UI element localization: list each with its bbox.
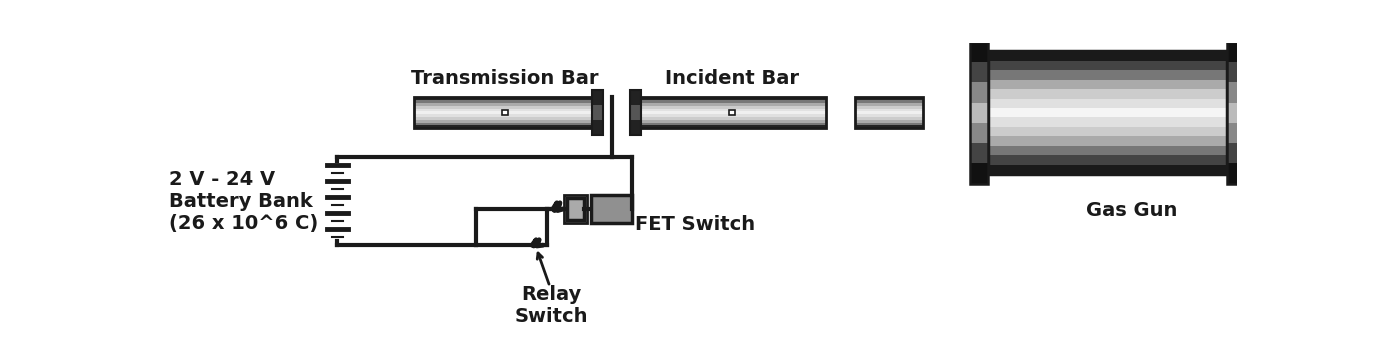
Bar bbox=[988, 108, 1226, 118]
Bar bbox=[638, 97, 827, 100]
Bar bbox=[566, 198, 584, 220]
Bar bbox=[970, 83, 988, 102]
Bar bbox=[988, 155, 1226, 165]
Bar bbox=[638, 97, 827, 128]
Text: Transmission Bar: Transmission Bar bbox=[411, 69, 598, 88]
Bar bbox=[988, 70, 1226, 80]
Text: Incident Bar: Incident Bar bbox=[666, 69, 799, 88]
Bar bbox=[638, 114, 827, 117]
Bar bbox=[854, 106, 923, 109]
Bar bbox=[854, 114, 923, 117]
Bar bbox=[591, 195, 631, 223]
Bar bbox=[638, 117, 827, 120]
Bar bbox=[854, 117, 923, 120]
Bar bbox=[988, 146, 1226, 155]
Bar bbox=[415, 125, 595, 128]
Bar bbox=[638, 109, 827, 111]
Bar bbox=[415, 103, 595, 106]
Text: 2 V - 24 V
Battery Bank
(26 x 10^6 C): 2 V - 24 V Battery Bank (26 x 10^6 C) bbox=[169, 170, 318, 233]
Bar bbox=[970, 123, 988, 143]
Bar bbox=[1226, 42, 1246, 184]
Bar bbox=[593, 90, 604, 135]
Text: FET Switch: FET Switch bbox=[635, 215, 755, 234]
Bar bbox=[591, 195, 631, 223]
Bar bbox=[638, 125, 827, 128]
Bar bbox=[566, 198, 584, 220]
Bar bbox=[638, 111, 827, 114]
Text: Relay
Switch: Relay Switch bbox=[515, 285, 588, 326]
Bar bbox=[1226, 123, 1246, 143]
Bar bbox=[593, 120, 604, 135]
Bar bbox=[638, 103, 827, 106]
Bar bbox=[593, 105, 604, 120]
Bar bbox=[970, 102, 988, 123]
Bar bbox=[854, 97, 923, 100]
Bar bbox=[638, 106, 827, 109]
Bar bbox=[1226, 42, 1246, 62]
Bar bbox=[415, 106, 595, 109]
Bar bbox=[630, 105, 641, 120]
Bar bbox=[415, 109, 595, 111]
Bar bbox=[415, 111, 595, 114]
Bar bbox=[988, 127, 1226, 136]
Bar bbox=[854, 103, 923, 106]
Bar bbox=[415, 114, 595, 117]
Bar bbox=[415, 117, 595, 120]
Bar bbox=[854, 123, 923, 125]
Bar bbox=[1226, 83, 1246, 102]
Bar bbox=[415, 100, 595, 103]
Bar bbox=[854, 109, 923, 111]
Bar bbox=[1226, 163, 1246, 184]
Bar bbox=[970, 42, 988, 62]
Bar bbox=[630, 120, 641, 135]
Bar bbox=[970, 163, 988, 184]
Bar bbox=[638, 123, 827, 125]
Bar bbox=[988, 89, 1226, 98]
Bar bbox=[638, 120, 827, 123]
Text: Gas Gun: Gas Gun bbox=[1086, 201, 1177, 220]
Bar bbox=[854, 97, 923, 128]
Bar bbox=[854, 111, 923, 114]
Bar bbox=[988, 51, 1226, 60]
Bar bbox=[415, 120, 595, 123]
Bar bbox=[854, 125, 923, 128]
Bar bbox=[564, 195, 587, 223]
Bar bbox=[630, 90, 641, 105]
Bar bbox=[988, 51, 1226, 174]
Bar bbox=[988, 60, 1226, 70]
Bar bbox=[1226, 102, 1246, 123]
Bar bbox=[988, 136, 1226, 146]
Bar bbox=[970, 62, 988, 83]
Bar bbox=[415, 97, 595, 100]
Bar bbox=[638, 100, 827, 103]
Bar bbox=[593, 90, 604, 105]
Bar bbox=[1226, 62, 1246, 83]
Bar bbox=[415, 97, 595, 128]
Bar bbox=[970, 42, 988, 184]
Bar bbox=[988, 98, 1226, 108]
Bar bbox=[415, 123, 595, 125]
Bar bbox=[970, 143, 988, 163]
Bar bbox=[988, 118, 1226, 127]
Bar bbox=[854, 100, 923, 103]
Bar bbox=[1226, 143, 1246, 163]
Bar bbox=[988, 165, 1226, 174]
Bar bbox=[502, 110, 507, 115]
Bar bbox=[988, 80, 1226, 89]
Bar bbox=[630, 90, 641, 135]
Bar bbox=[729, 110, 734, 115]
Bar bbox=[854, 120, 923, 123]
